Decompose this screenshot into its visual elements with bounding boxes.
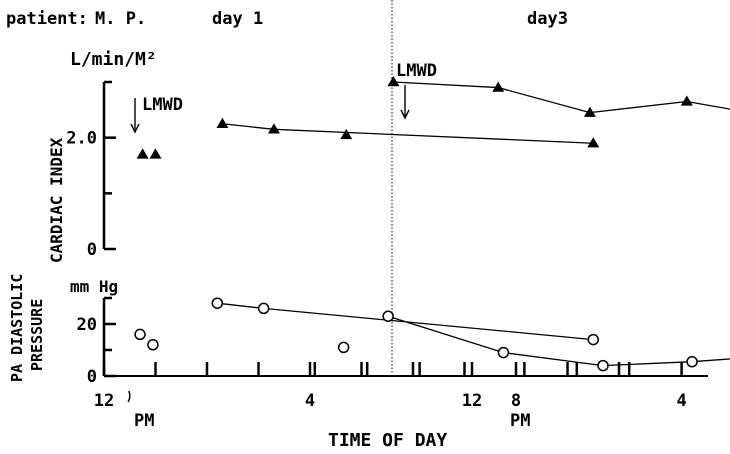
x-axis-title: TIME OF DAY (328, 430, 447, 451)
patient-label: patient: (6, 9, 88, 29)
pa-point-1-0 (337, 341, 350, 354)
lmwd-arrowhead-day1 (130, 123, 140, 134)
pa-series-line-1 (387, 315, 730, 367)
cardiac-point-0-2 (216, 117, 229, 128)
cardiac-ytick-label-1: 2.0 (66, 129, 97, 149)
xtick-mark-day1-12 (127, 390, 131, 403)
pa-ylabel-line2: PRESSURE (28, 299, 46, 371)
cardiac-point-0-3 (267, 123, 280, 134)
cardiac-unit-label: L/min/M² (70, 49, 157, 70)
ticks: 02.002012481248 (66, 80, 687, 411)
pa-point-1-4 (686, 355, 698, 368)
cardiac-point-1-4 (680, 95, 693, 106)
xtick-label-day3-1: 4 (676, 391, 686, 411)
pa-point-0-2 (211, 297, 224, 309)
cardiac-ylabel: CARDIAC INDEX (47, 137, 66, 263)
cardiac-point-0-0 (136, 148, 149, 159)
pa-point-1-1 (382, 310, 394, 322)
pa-ytick-label-1: 20 (77, 315, 97, 335)
lmwd-annotation-day3: LMWD (396, 61, 437, 81)
cardiac-point-1-3 (583, 106, 596, 117)
pa-point-0-1 (147, 339, 159, 351)
cardiac-point-1-1 (387, 76, 400, 87)
pa-point-0-4 (587, 333, 599, 346)
xtick-label-day1-2: 8 (511, 391, 521, 411)
lmwd-arrowhead-day3 (400, 109, 410, 120)
pa-ytick-label-0: 0 (87, 367, 97, 387)
patient-initials: M. P. (95, 9, 146, 29)
pm-label-day1: PM (134, 411, 154, 431)
day3-label: day3 (527, 9, 568, 29)
pa-ylabel-line1: PA DIASTOLIC (8, 274, 26, 382)
cardiac-point-0-4 (587, 137, 600, 148)
cardiac-point-1-2 (492, 81, 505, 92)
xtick-label-day1-1: 4 (305, 391, 315, 411)
pa-point-0-3 (257, 302, 270, 315)
pa-unit-label: mm Hg (70, 277, 118, 296)
xtick-label-day1-0: 12 (94, 391, 114, 411)
axes (102, 82, 708, 377)
day1-label: day 1 (212, 9, 263, 29)
data-series (134, 76, 730, 372)
cardiac-ytick-label-0: 0 (87, 240, 97, 260)
cardiac-series-line-1 (393, 81, 730, 114)
lmwd-annotation-day1: LMWD (142, 95, 183, 115)
xtick-label-day3-0: 12 (462, 391, 482, 411)
cardiac-point-1-0 (340, 128, 353, 140)
cardiac-point-0-1 (149, 148, 162, 159)
pa-point-1-2 (497, 346, 510, 359)
pa-point-0-0 (134, 328, 146, 341)
pm-label-day3: PM (510, 411, 530, 431)
pa-point-1-3 (597, 359, 609, 372)
